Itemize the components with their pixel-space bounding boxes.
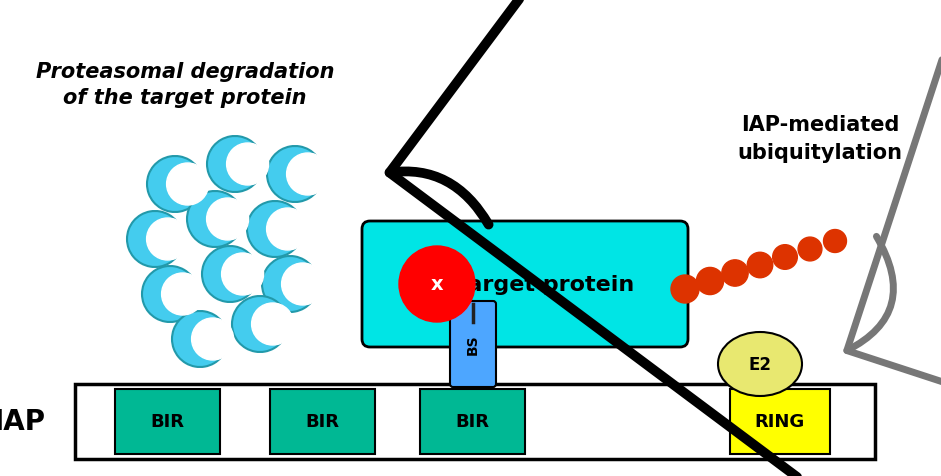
Wedge shape xyxy=(142,267,197,322)
Wedge shape xyxy=(147,157,201,213)
Circle shape xyxy=(399,247,475,322)
Wedge shape xyxy=(187,192,241,248)
Text: Proteasomal degradation
of the target protein: Proteasomal degradation of the target pr… xyxy=(36,62,334,108)
Text: BS: BS xyxy=(466,334,480,355)
FancyBboxPatch shape xyxy=(362,221,688,347)
Text: RING: RING xyxy=(755,413,805,431)
Circle shape xyxy=(192,318,233,360)
Circle shape xyxy=(207,198,248,240)
Ellipse shape xyxy=(718,332,802,396)
Circle shape xyxy=(722,260,748,287)
Text: BIR: BIR xyxy=(306,413,340,431)
Circle shape xyxy=(773,245,797,270)
Wedge shape xyxy=(262,257,316,312)
Bar xyxy=(420,389,525,454)
FancyArrowPatch shape xyxy=(390,0,941,476)
Circle shape xyxy=(798,238,821,261)
Wedge shape xyxy=(202,247,256,302)
Circle shape xyxy=(287,154,328,196)
Text: E2: E2 xyxy=(748,355,772,373)
Circle shape xyxy=(696,268,724,295)
Wedge shape xyxy=(232,297,286,352)
Text: IAP: IAP xyxy=(0,407,46,436)
Circle shape xyxy=(747,253,773,278)
Bar xyxy=(270,389,375,454)
Wedge shape xyxy=(127,211,182,268)
Text: BIR: BIR xyxy=(455,413,489,431)
FancyArrowPatch shape xyxy=(847,0,941,476)
Wedge shape xyxy=(267,147,321,203)
Circle shape xyxy=(221,253,263,296)
FancyBboxPatch shape xyxy=(450,301,496,387)
Circle shape xyxy=(162,273,203,315)
Bar xyxy=(75,384,875,459)
Circle shape xyxy=(167,164,209,206)
Text: IAP-mediated
ubiquitylation: IAP-mediated ubiquitylation xyxy=(738,115,902,163)
Wedge shape xyxy=(207,137,262,193)
Text: x: x xyxy=(431,275,443,294)
Circle shape xyxy=(251,303,294,345)
Circle shape xyxy=(823,230,847,253)
Circle shape xyxy=(266,208,309,250)
Bar xyxy=(115,389,220,454)
Bar xyxy=(730,389,830,454)
Circle shape xyxy=(281,263,324,306)
Text: Target protein: Target protein xyxy=(455,275,634,294)
Circle shape xyxy=(147,218,188,260)
Wedge shape xyxy=(172,311,227,367)
Circle shape xyxy=(227,144,268,186)
Wedge shape xyxy=(247,201,301,258)
Text: BIR: BIR xyxy=(151,413,184,431)
Circle shape xyxy=(671,276,699,303)
